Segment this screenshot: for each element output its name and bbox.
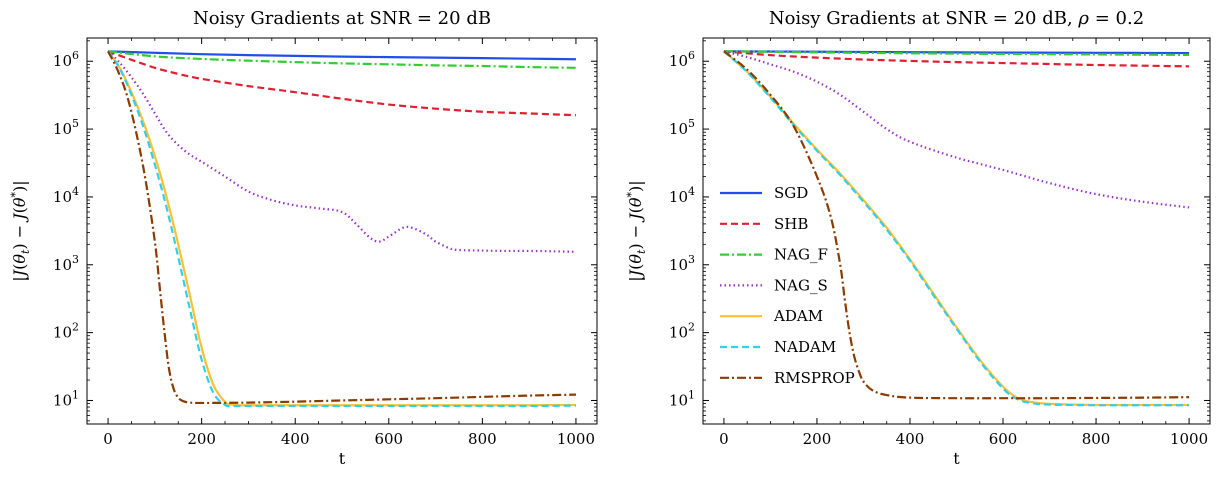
y-tick-label: 103 — [669, 253, 695, 274]
legend-label-nag-f: NAG_F — [774, 246, 828, 264]
series-group — [723, 50, 1190, 407]
legend-label-sgd: SGD — [774, 184, 808, 202]
series-line-nag-s — [107, 50, 576, 253]
series-line-rmsprop — [723, 50, 1190, 400]
x-axis-label: t — [953, 449, 960, 468]
x-tick-label: 1000 — [557, 430, 595, 448]
y-axis-label: |J(θt) − J(θ*)| — [9, 180, 32, 281]
x-tick-label: 0 — [719, 430, 729, 448]
x-tick-label: 200 — [803, 430, 832, 448]
x-axis-label: t — [339, 449, 346, 468]
series-line-shb — [107, 50, 576, 117]
series-line-nadam — [107, 50, 576, 408]
y-axis-label: |J(θt) − J(θ*)| — [625, 180, 648, 281]
legend-label-nadam: NADAM — [774, 338, 836, 356]
chart-title: Noisy Gradients at SNR = 20 dB — [193, 8, 491, 29]
series-line-rmsprop — [107, 50, 576, 405]
y-tick-label: 102 — [53, 321, 79, 342]
series-line-sgd — [723, 50, 1190, 55]
x-tick-label: 0 — [103, 430, 113, 448]
legend-label-nag-s: NAG_S — [774, 276, 828, 294]
y-tick-label: 105 — [53, 117, 79, 138]
chart-panel-1: Noisy Gradients at SNR = 20 dB 0 200 400 600… — [9, 8, 598, 468]
legend-label-shb: SHB — [774, 215, 808, 233]
series-line-nag-f — [107, 50, 576, 69]
series-line-nag-f — [723, 50, 1190, 56]
x-tick-label: 400 — [896, 430, 925, 448]
plot-frame — [86, 37, 598, 425]
chart-title: Noisy Gradients at SNR = 20 dB, ρ = 0.2 — [769, 8, 1144, 29]
y-tick-label: 106 — [53, 49, 79, 70]
x-tick-label: 200 — [187, 430, 216, 448]
y-tick-label: 103 — [53, 253, 79, 274]
y-tick-label: 101 — [669, 388, 695, 409]
x-tick-label: 400 — [281, 430, 310, 448]
series-line-sgd — [108, 50, 576, 61]
legend-label-adam: ADAM — [773, 307, 823, 325]
y-tick-label: 106 — [669, 49, 695, 70]
y-tick-label: 104 — [669, 185, 695, 206]
legend-label-rmsprop: RMSPROP — [774, 369, 855, 387]
series-group — [107, 50, 576, 408]
y-tick-label: 105 — [669, 117, 695, 138]
legend: SGD SHB NAG_F NAG_S ADAM NADAM RMSPROP — [720, 184, 855, 387]
y-tick-label: 104 — [53, 185, 79, 206]
series-line-nag-s — [723, 50, 1190, 209]
x-tick-label: 1000 — [1170, 430, 1208, 448]
x-tick-label: 600 — [374, 430, 403, 448]
x-tick-label: 800 — [468, 430, 497, 448]
x-tick-label: 800 — [1082, 430, 1111, 448]
series-line-shb — [723, 50, 1190, 68]
y-tick-label: 102 — [669, 321, 695, 342]
x-tick-label: 600 — [989, 430, 1018, 448]
series-line-adam — [107, 50, 576, 407]
y-tick-label: 101 — [53, 388, 79, 409]
chart-panel-2: Noisy Gradients at SNR = 20 dB, ρ = 0.2 0… — [625, 8, 1211, 468]
